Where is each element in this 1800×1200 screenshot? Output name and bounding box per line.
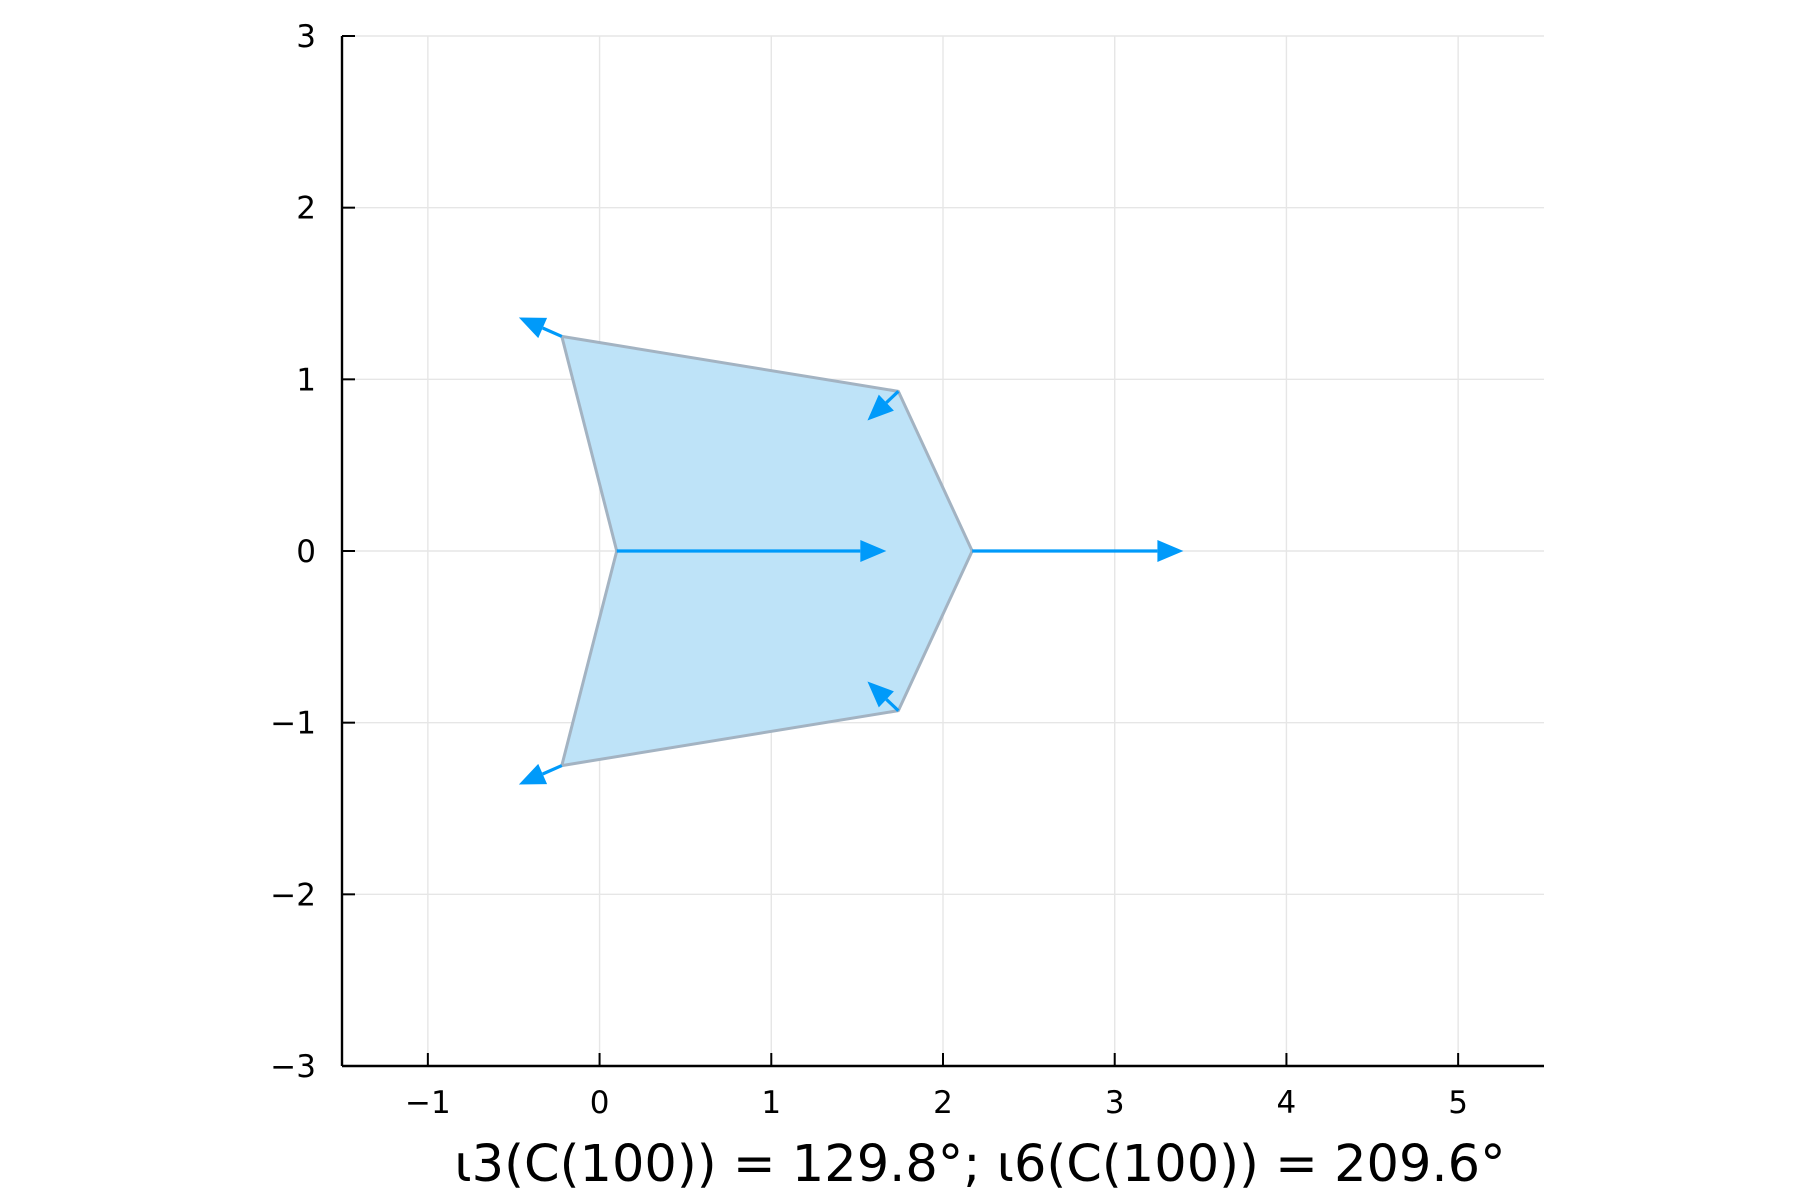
y-tick-label: 1	[296, 362, 316, 398]
x-tick-label: 1	[761, 1085, 781, 1121]
x-tick-label: 4	[1277, 1085, 1297, 1121]
vector-arrow	[518, 763, 563, 785]
vector-arrowhead	[518, 763, 548, 785]
vector-arrow	[616, 540, 887, 562]
vector-shaft	[542, 764, 563, 776]
vector-shaft	[542, 326, 563, 338]
vector-arrowhead	[867, 394, 894, 421]
vector-layer	[518, 317, 1184, 785]
y-tick-label: 0	[296, 534, 316, 570]
y-tick-label: 2	[296, 191, 316, 227]
chart-title: ι3(C(100)) = 129.8°; ι6(C(100)) = 209.6°	[454, 1135, 1505, 1194]
vector-shaft	[885, 390, 900, 404]
vector-arrow	[867, 390, 900, 421]
y-tick-label: −1	[270, 706, 316, 742]
vector-arrowhead	[1157, 540, 1184, 562]
vector-arrowhead	[867, 681, 894, 708]
x-tick-label: 2	[933, 1085, 953, 1121]
vector-arrowhead	[518, 317, 548, 339]
y-tick-label: −2	[270, 877, 316, 913]
vector-arrowhead	[860, 540, 887, 562]
vector-arrow	[867, 681, 900, 712]
vector-arrow	[518, 317, 563, 339]
vector-arrow	[972, 540, 1184, 562]
x-tick-label: 5	[1448, 1085, 1468, 1121]
y-tick-label: −3	[270, 1049, 316, 1085]
x-tick-label: 3	[1105, 1085, 1125, 1121]
x-tick-label: −1	[405, 1085, 451, 1121]
y-tick-label: 3	[296, 19, 316, 55]
ticks: −1 0 1 2 3 4 5 −3 −2 −1 0 1 2 3	[270, 19, 1468, 1121]
x-tick-label: 0	[590, 1085, 610, 1121]
vector-shaft	[885, 698, 900, 712]
